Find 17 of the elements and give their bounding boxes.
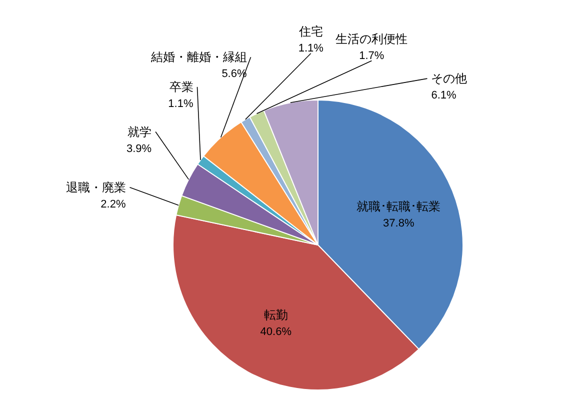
slice-label: 生活の利便性 bbox=[336, 32, 408, 46]
data-label: 3.9% bbox=[126, 142, 152, 155]
slice-label: 卒業 bbox=[169, 80, 194, 94]
slice-label: 結婚・離婚・縁組 bbox=[150, 50, 247, 64]
slice-label: その他 bbox=[431, 72, 468, 86]
data-label: 1.1% bbox=[168, 98, 194, 110]
data-label: 6.1% bbox=[431, 90, 457, 102]
slice-label: 住宅 bbox=[298, 24, 323, 38]
slice-label: 退職・廃業 bbox=[66, 180, 126, 194]
data-label: 1.7% bbox=[359, 50, 384, 62]
slice-label: 就学 bbox=[128, 124, 152, 139]
slice-label: 転勤 bbox=[264, 308, 288, 322]
data-label: 2.2% bbox=[100, 198, 126, 210]
data-label: 37.8% bbox=[383, 217, 414, 230]
data-label: 40.6% bbox=[260, 326, 292, 338]
slice-label: 就職･転職･転業 bbox=[356, 199, 441, 214]
data-label: 1.1% bbox=[298, 42, 324, 54]
